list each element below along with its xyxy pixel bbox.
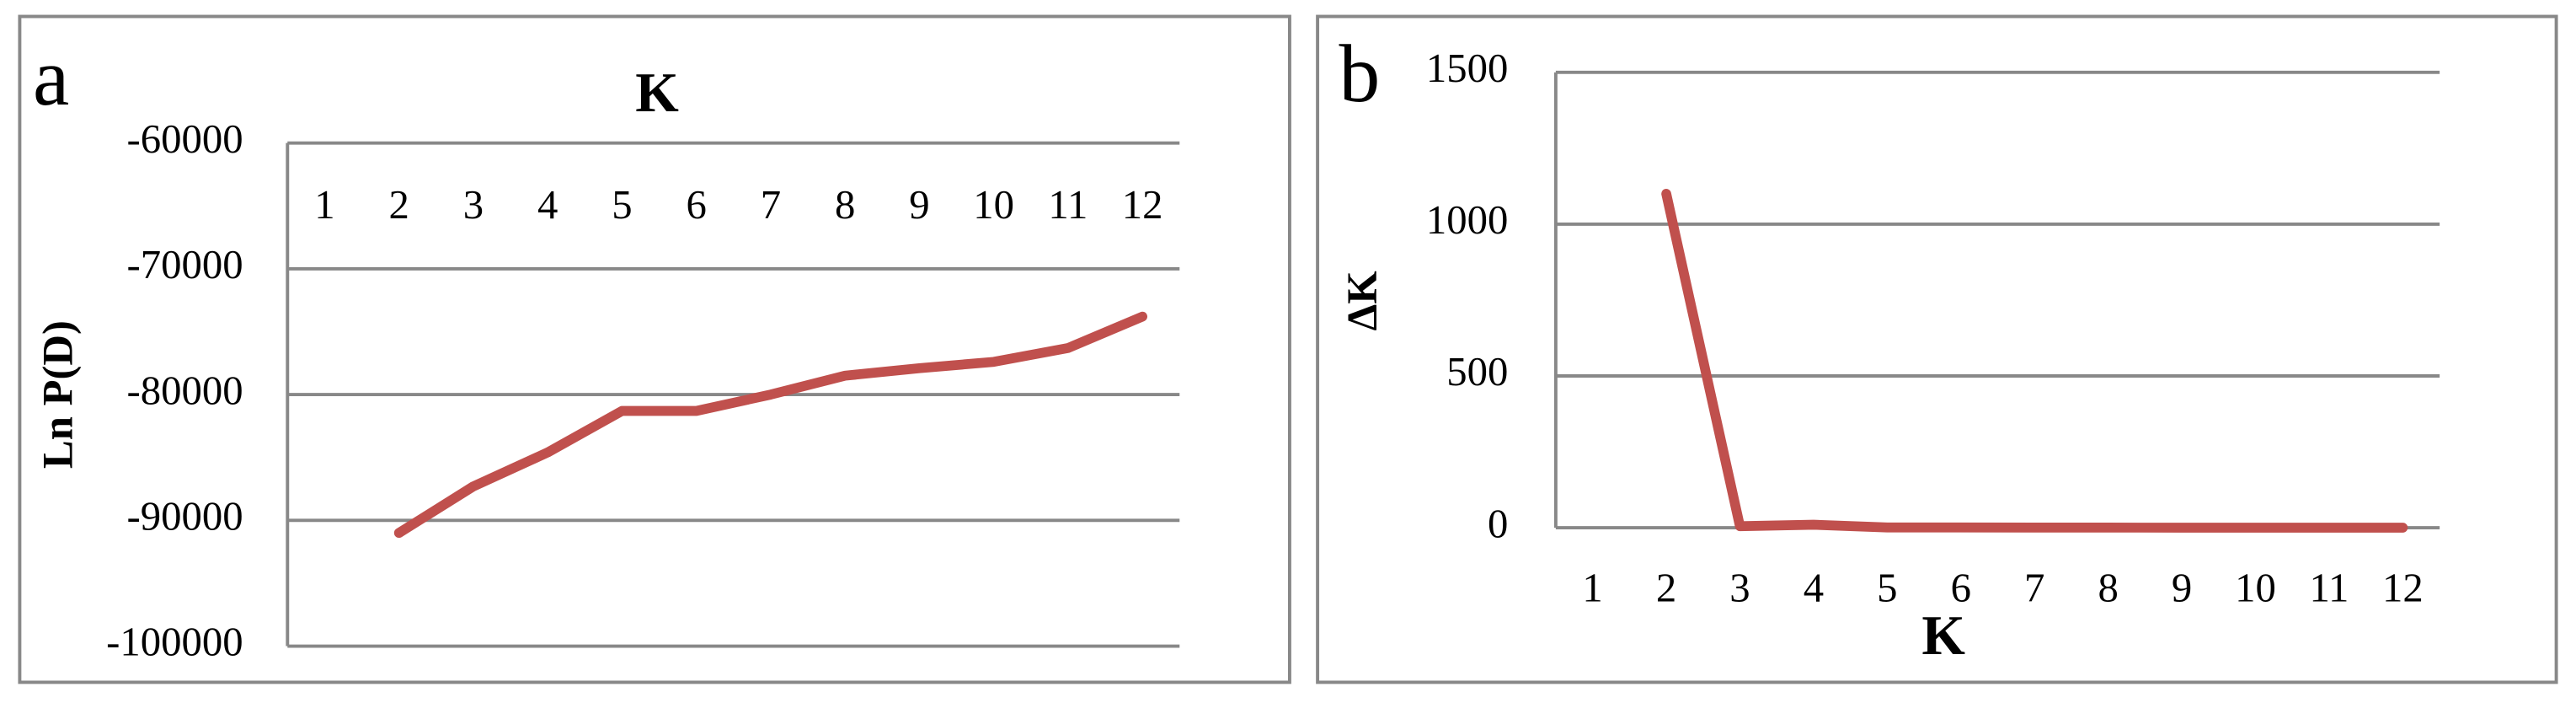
panel-label: a	[33, 32, 69, 123]
x-tick-label: 7	[761, 182, 781, 228]
x-axis-label: K	[635, 62, 679, 124]
x-tick-label: 4	[537, 182, 558, 228]
x-tick-label: 4	[1804, 565, 1824, 610]
x-tick-label: 1	[1582, 565, 1602, 610]
x-tick-label: 12	[2382, 565, 2424, 610]
x-tick-label: 3	[463, 182, 484, 228]
y-tick-label: -70000	[127, 242, 243, 287]
y-tick-label: -60000	[127, 116, 243, 162]
x-tick-label: 8	[2098, 565, 2118, 610]
data-line	[393, 311, 1148, 539]
y-axis-label: Ln P(D)	[35, 320, 82, 469]
x-tick-label: 2	[1656, 565, 1676, 610]
x-tick-label: 11	[2309, 565, 2349, 610]
y-tick-label: 1500	[1426, 46, 1508, 91]
x-tick-label: 8	[835, 182, 855, 228]
x-tick-label: 10	[2235, 565, 2276, 610]
x-tick-label: 3	[1729, 565, 1750, 610]
x-tick-label: 5	[1877, 565, 1897, 610]
x-tick-label: 9	[2172, 565, 2192, 610]
x-tick-label: 5	[612, 182, 632, 228]
x-tick-label: 9	[909, 182, 929, 228]
y-tick-label: 0	[1488, 501, 1508, 546]
y-axis-label: ΔK	[1339, 271, 1386, 331]
y-tick-label: -90000	[127, 493, 243, 539]
y-tick-label: 1000	[1426, 197, 1508, 243]
panel-frame	[1316, 14, 2558, 684]
x-tick-label: 1	[314, 182, 334, 228]
data-line	[1661, 189, 2408, 533]
x-tick-label: 11	[1048, 182, 1088, 228]
panel-label: b	[1339, 29, 1380, 120]
x-tick-label: 7	[2024, 565, 2044, 610]
y-tick-label: -100000	[106, 620, 243, 665]
x-tick-label: 6	[1951, 565, 1971, 610]
x-tick-label: 2	[388, 182, 409, 228]
x-tick-label: 10	[973, 182, 1014, 228]
x-tick-label: 12	[1122, 182, 1163, 228]
x-axis-label: K	[1921, 605, 1965, 667]
y-tick-label: 500	[1446, 349, 1508, 394]
panel-frame	[18, 14, 1291, 684]
y-tick-label: -80000	[127, 368, 243, 413]
x-tick-label: 6	[686, 182, 706, 228]
